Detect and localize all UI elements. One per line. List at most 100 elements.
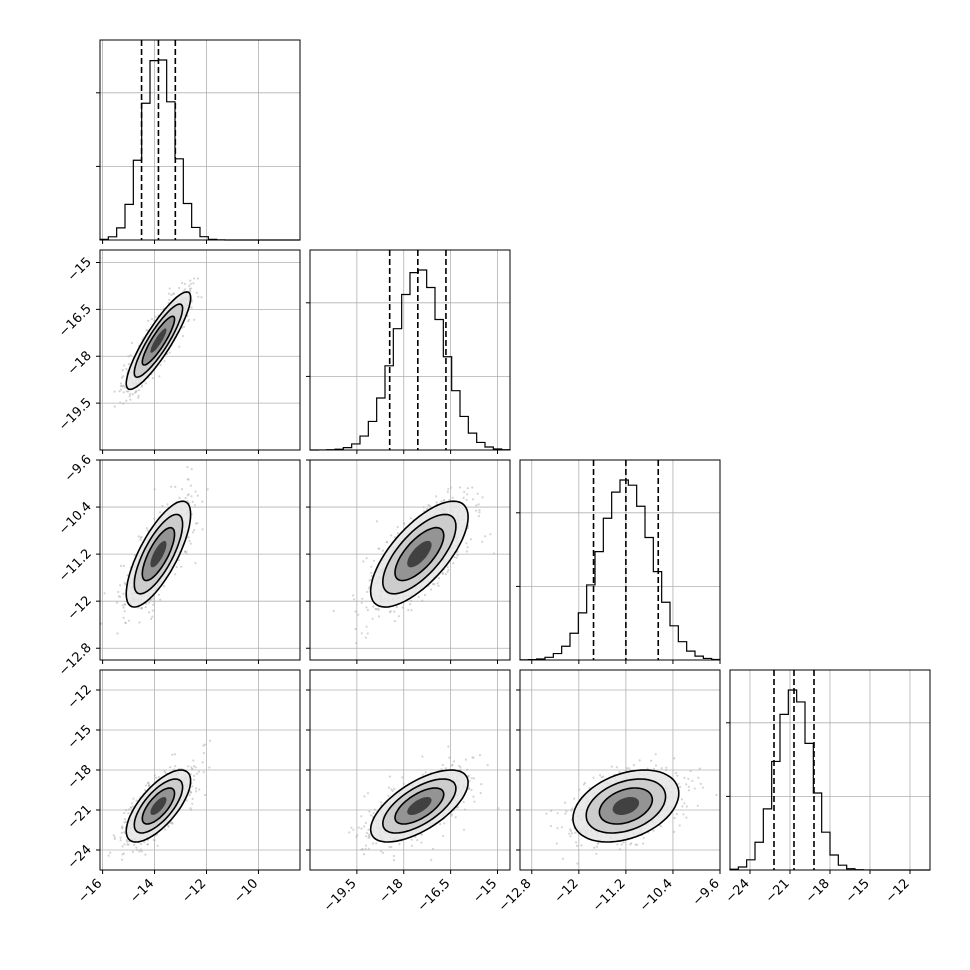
sample-point [561,857,565,860]
sample-point [401,776,404,779]
sample-point [121,604,124,607]
contour-line [141,787,176,825]
sample-point [410,838,413,841]
sample-point [157,775,160,779]
sample-point [462,496,465,499]
sample-point [167,292,171,295]
x-tick-label: −19.5 [321,876,360,915]
sample-point [189,282,192,285]
sample-point [124,603,127,606]
x-tick-label: −14 [127,876,157,906]
sample-point [693,787,696,790]
sample-point [398,842,401,846]
sample-point [385,540,388,544]
sample-point [375,520,378,523]
sample-point [145,329,148,332]
sample-point [143,841,146,844]
sample-point [123,364,126,367]
sample-point [652,829,655,832]
sample-point [153,774,156,777]
sample-point [144,853,147,856]
sample-point [442,834,445,838]
sample-point [193,774,196,778]
sample-point [147,784,150,788]
sample-point [168,287,171,290]
sample-point [206,488,209,491]
sample-point [417,595,420,599]
sample-point [396,532,399,535]
sample-point [366,609,369,612]
contour-line [133,513,184,595]
sample-point [458,486,462,489]
sample-point [475,509,478,512]
sample-point [131,393,134,396]
sample-point [470,788,473,792]
sample-point [189,279,192,282]
sample-point [180,488,184,491]
x-tick-label: −12 [179,876,209,906]
sample-point [366,590,369,594]
sample-point [388,775,391,778]
sample-point [352,598,356,601]
sample-point [357,613,360,616]
sample-point [374,607,377,611]
sample-point [123,821,126,824]
sample-point [107,854,110,857]
sample-point [200,296,203,299]
sample-point [455,556,458,559]
sample-point [393,610,396,613]
sample-point [139,848,142,851]
sample-point [140,385,143,388]
sample-point [472,756,475,759]
sample-point [117,595,120,598]
sample-point [363,795,366,798]
sample-point [360,632,363,635]
sample-point [364,636,367,639]
sample-point [243,450,245,452]
sample-point [155,776,158,780]
sample-point [195,291,198,294]
sample-point [388,611,391,614]
sample-point [387,786,391,789]
sample-point [204,793,207,797]
sample-point [377,615,380,618]
sample-point [191,802,194,805]
sample-point [467,775,470,778]
sample-point [170,293,173,297]
sample-point [112,834,115,837]
sample-point [190,306,193,309]
sample-point [471,486,474,489]
sample-point [422,506,425,509]
sample-point [444,573,448,576]
sample-point [127,619,131,622]
sample-point [177,559,180,562]
sample-point [119,382,123,385]
sample-point [187,765,190,768]
sample-point [387,794,390,797]
y-tick-label: −15 [65,255,95,285]
sample-point [137,394,140,397]
sample-point [377,547,380,550]
sample-point [156,844,159,847]
sample-point [444,767,447,770]
sample-point [129,398,132,401]
sample-point [478,509,481,512]
sample-point [361,597,364,600]
sample-point [169,766,172,769]
sample-point [352,594,355,597]
sample-point [480,783,483,786]
sample-point [178,345,181,348]
panel-frame [99,249,301,451]
sample-point [144,606,147,609]
sample-point [191,500,194,503]
sample-point [368,579,371,582]
sample-point [186,494,189,497]
density-region [150,328,167,353]
sample-point [435,501,438,504]
sample-point [437,584,440,587]
sample-point [446,565,449,569]
sample-point [456,554,459,557]
sample-point [471,498,475,501]
sample-point [410,599,413,602]
sample-point [130,341,133,344]
